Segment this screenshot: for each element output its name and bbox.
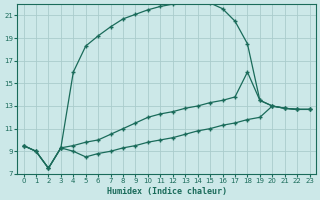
X-axis label: Humidex (Indice chaleur): Humidex (Indice chaleur) — [107, 187, 227, 196]
